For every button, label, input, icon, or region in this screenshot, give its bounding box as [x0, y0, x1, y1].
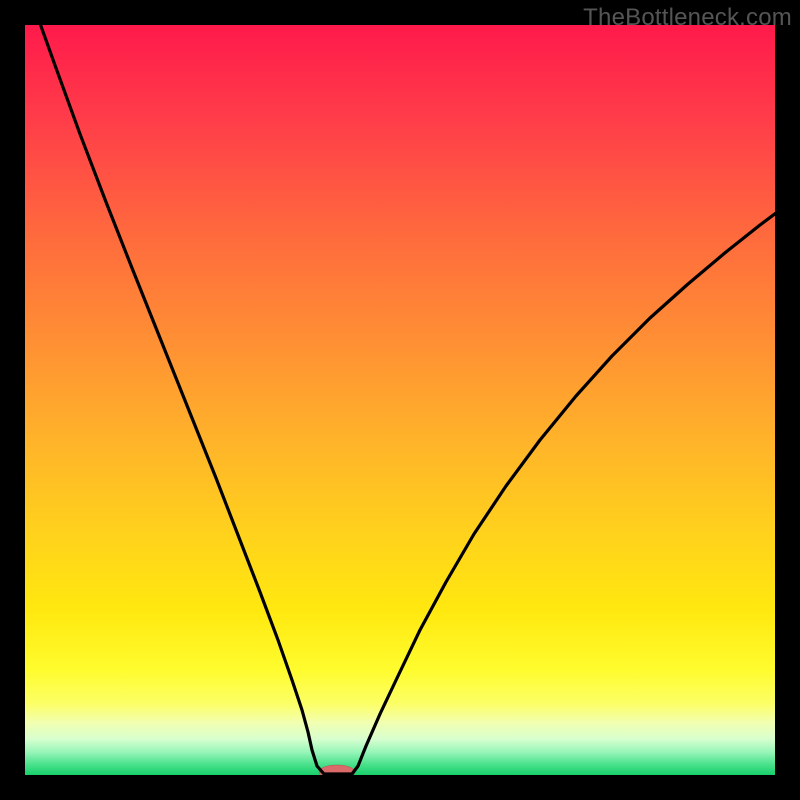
chart-container: TheBottleneck.com: [0, 0, 800, 800]
watermark-text: TheBottleneck.com: [583, 4, 792, 32]
bottleneck-curve-chart: [0, 0, 800, 800]
chart-gradient-background: [25, 25, 775, 775]
